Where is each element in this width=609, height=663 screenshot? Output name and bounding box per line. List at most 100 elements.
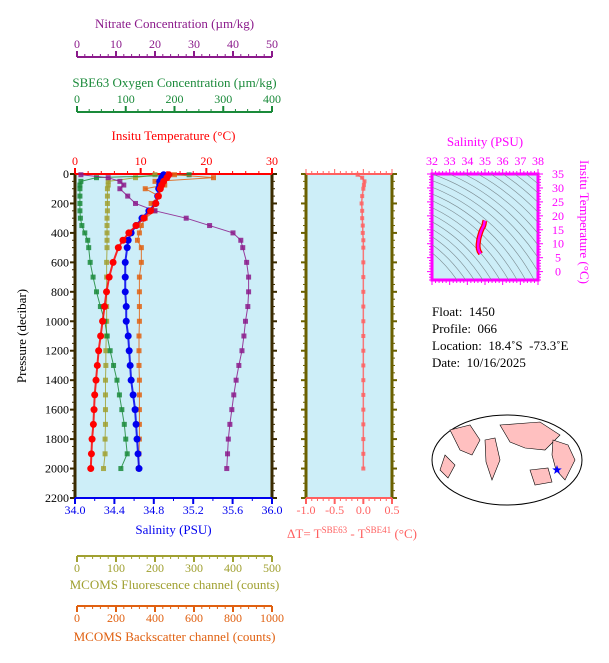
fluorescence-data-point (104, 200, 110, 206)
delta_t-data-point (361, 437, 366, 442)
temperature-data-point (103, 288, 111, 296)
pressure-tick-label: 800 (51, 285, 69, 299)
temperature-data-point (132, 222, 140, 230)
map-landmass (499, 421, 561, 451)
delta-t-axis-label: ΔT= TSBE63 - TSBE41 (°C) (287, 525, 417, 541)
nitrate-data-point (230, 230, 236, 236)
pressure-tick-label: 1200 (45, 344, 69, 358)
fluorescence-data-point (102, 377, 108, 383)
oxygen-data-point (77, 193, 83, 199)
pressure-tick-label: 2000 (45, 462, 69, 476)
oxygen-data-point (77, 208, 83, 214)
salinity-data-point (129, 391, 137, 399)
backscatter-data-point (136, 377, 142, 383)
oxygen-data-point (78, 178, 84, 184)
backscatter-data-point (136, 274, 142, 280)
delta_t-data-point (360, 175, 365, 180)
backscatter-data-point (211, 175, 216, 181)
temperature-data-point (154, 192, 162, 200)
salinity-tick-label: 34.0 (65, 503, 86, 517)
fluorescence-data-point (104, 237, 110, 243)
map-landmass (484, 437, 501, 481)
pressure-tick-label: 200 (51, 196, 69, 210)
oxygen-data-point (97, 304, 103, 310)
backscatter-data-point (136, 230, 142, 236)
fluorescence-tick-label: 500 (263, 561, 281, 575)
oxygen-data-point (90, 274, 96, 280)
backscatter-data-point (172, 172, 177, 178)
delta_t-data-point (361, 363, 366, 368)
fluorescence-data-point (104, 245, 110, 251)
pressure-tick-label: 600 (51, 255, 69, 269)
salinity-data-point (126, 361, 134, 369)
fluorescence-data-point (105, 182, 111, 188)
backscatter-data-point (138, 259, 144, 265)
backscatter-tick-label: 1000 (260, 611, 284, 625)
salinity-data-point (125, 347, 133, 355)
nitrate-tick-label: 30 (188, 37, 200, 51)
backscatter-data-point (152, 178, 158, 184)
delta_t-data-point (360, 194, 365, 199)
nitrate-data-point (236, 362, 242, 368)
fluorescence-data-point (102, 436, 108, 442)
oxygen-data-point (77, 182, 83, 188)
fluorescence-tick-label: 300 (185, 561, 203, 575)
delta_t-data-point (362, 179, 367, 184)
ts-curve (476, 220, 487, 255)
oxygen-tick-label: 0 (74, 92, 80, 106)
oxygen-data-point (116, 392, 122, 398)
salinity-data-point (133, 435, 141, 443)
fluorescence-data-point (102, 407, 108, 413)
delta_t-data-point (361, 334, 366, 338)
temperature-data-point (152, 199, 160, 207)
fluorescence-data-point (102, 421, 108, 427)
oxygen-tick-label: 400 (263, 92, 281, 106)
temperature-axis-label: Insitu Temperature (°C) (112, 128, 236, 143)
salinity-profile-line (124, 174, 165, 469)
backscatter-tick-label: 200 (107, 611, 125, 625)
temperature-tick-label: 30 (266, 154, 278, 168)
delta_t-data-point (360, 216, 365, 221)
backscatter-tick-label: 600 (185, 611, 203, 625)
nitrate-data-point (121, 182, 127, 188)
oxygen-data-point (119, 407, 125, 413)
ts-temperature-tick-label: 0 (555, 265, 561, 279)
pressure-tick-label: 1400 (45, 373, 69, 387)
oxygen-data-point (79, 223, 85, 229)
ts-salinity-tick-label: 38 (532, 154, 544, 168)
pressure-axis-label: Pressure (decibar) (14, 289, 29, 383)
delta_t-data-point (361, 348, 366, 353)
delta_t-data-point (361, 407, 366, 412)
delta_t-data-point (361, 238, 366, 243)
temperature-data-point (88, 435, 96, 443)
ts-temperature-tick-label: 15 (552, 223, 564, 237)
temperature-data-point (99, 317, 107, 325)
delta_t-data-point (361, 275, 366, 280)
delta_t-data-point (361, 289, 366, 294)
fluorescence-data-point (104, 215, 110, 221)
delta_t-profile-line (357, 174, 366, 469)
oxygen-tick-label: 100 (117, 92, 135, 106)
salinity-tick-label: 34.8 (143, 503, 164, 517)
backscatter-tick-label: 0 (74, 611, 80, 625)
nitrate-tick-label: 20 (149, 37, 161, 51)
fluorescence-tick-label: 400 (224, 561, 242, 575)
nitrate-data-point (152, 208, 158, 214)
delta_t-data-point (361, 304, 366, 309)
nitrate-data-point (245, 304, 251, 310)
nitrate-data-point (231, 392, 237, 398)
nitrate-data-point (125, 193, 131, 199)
fluorescence-data-point (103, 348, 109, 354)
delta-t-plot-area (306, 174, 392, 498)
fluorescence-data-point (104, 208, 110, 214)
nitrate-data-point (229, 407, 235, 413)
map-landmass (439, 454, 456, 479)
temperature-data-point (87, 465, 95, 473)
ts-salinity-tick-label: 35 (479, 154, 491, 168)
oxygen-data-point (107, 348, 113, 354)
nitrate-axis-label: Nitrate Concentration (µm/kg) (95, 16, 254, 31)
fluorescence-data-point (102, 451, 108, 457)
oxygen-data-point (94, 175, 99, 181)
salinity-data-point (121, 273, 129, 281)
